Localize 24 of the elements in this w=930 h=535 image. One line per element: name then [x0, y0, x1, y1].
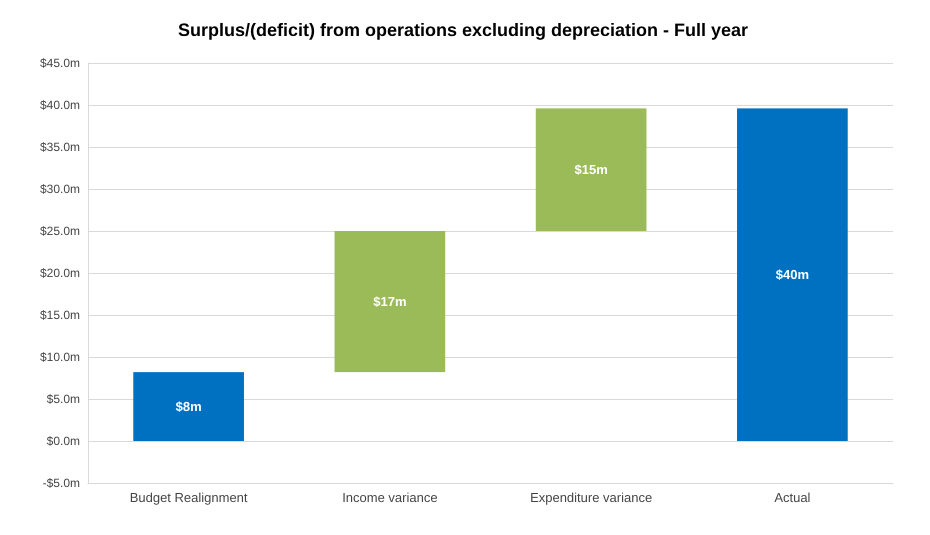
x-tick-label: Actual — [774, 490, 811, 505]
y-tick-label: -$5.0m — [42, 476, 80, 490]
x-tick-label: Expenditure variance — [530, 490, 652, 505]
x-tick-label: Income variance — [342, 490, 438, 505]
y-tick-label: $10.0m — [40, 350, 80, 364]
bar — [334, 231, 446, 372]
y-tick-label: $35.0m — [40, 140, 80, 154]
data-label: $40m — [776, 267, 809, 282]
y-tick-label: $0.0m — [46, 434, 80, 448]
y-tick-label: $15.0m — [40, 308, 80, 322]
y-tick-label: $20.0m — [40, 266, 80, 280]
y-tick-label: $45.0m — [40, 56, 80, 70]
bar — [133, 372, 244, 441]
bar — [737, 108, 848, 441]
bar — [536, 108, 646, 231]
chart-title: Surplus/(deficit) from operations excluding depreciation - Full year — [178, 20, 748, 40]
y-tick-label: $40.0m — [40, 98, 80, 112]
data-label: $8m — [176, 399, 202, 414]
x-tick-label: Budget Realignment — [130, 490, 248, 505]
y-tick-label: $5.0m — [46, 392, 80, 406]
y-tick-label: $25.0m — [40, 224, 80, 238]
data-label: $15m — [574, 162, 608, 178]
y-tick-label: $30.0m — [40, 182, 80, 196]
data-label: $17m — [373, 294, 406, 310]
